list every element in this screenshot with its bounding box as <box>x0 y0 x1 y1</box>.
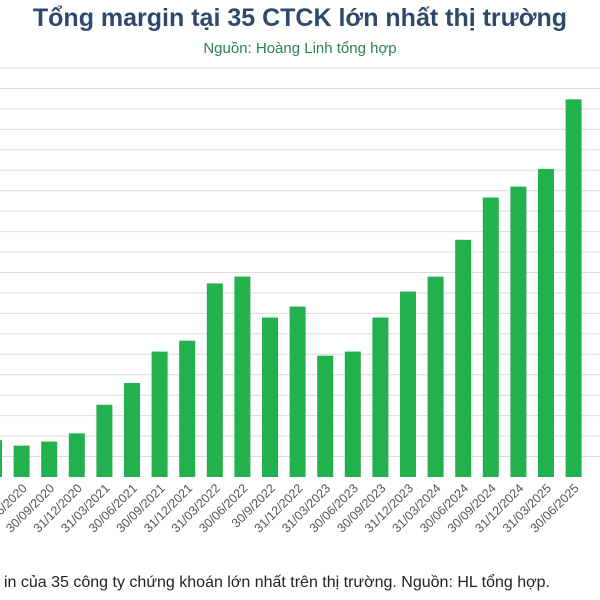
bar <box>427 276 444 477</box>
bar <box>13 445 30 477</box>
bar <box>0 440 2 477</box>
bar <box>179 340 196 477</box>
bar <box>289 306 306 477</box>
bar <box>372 317 389 477</box>
bar <box>262 317 278 477</box>
figure-caption: in của 35 công ty chứng khoán lớn nhất t… <box>4 574 550 591</box>
bar <box>344 351 361 477</box>
bar <box>400 291 416 477</box>
bar <box>565 99 582 478</box>
bar <box>206 283 223 477</box>
x-tick-labels: 31/03/202030/06/202030/09/202031/12/2020… <box>0 481 582 535</box>
bar <box>124 382 140 477</box>
bar <box>151 351 168 477</box>
bar <box>317 355 334 477</box>
chart-title: Tổng margin tại 35 CTCK lớn nhất thị trư… <box>32 4 568 32</box>
bar <box>68 433 85 477</box>
bar <box>234 276 251 477</box>
bar <box>41 441 58 477</box>
bar <box>96 404 113 477</box>
bar <box>510 186 527 478</box>
bar <box>455 239 472 477</box>
bar <box>538 168 554 478</box>
chart-subtitle: Nguồn: Hoàng Linh tổng hợp <box>203 40 397 57</box>
bar <box>482 197 499 477</box>
bars <box>0 99 582 478</box>
